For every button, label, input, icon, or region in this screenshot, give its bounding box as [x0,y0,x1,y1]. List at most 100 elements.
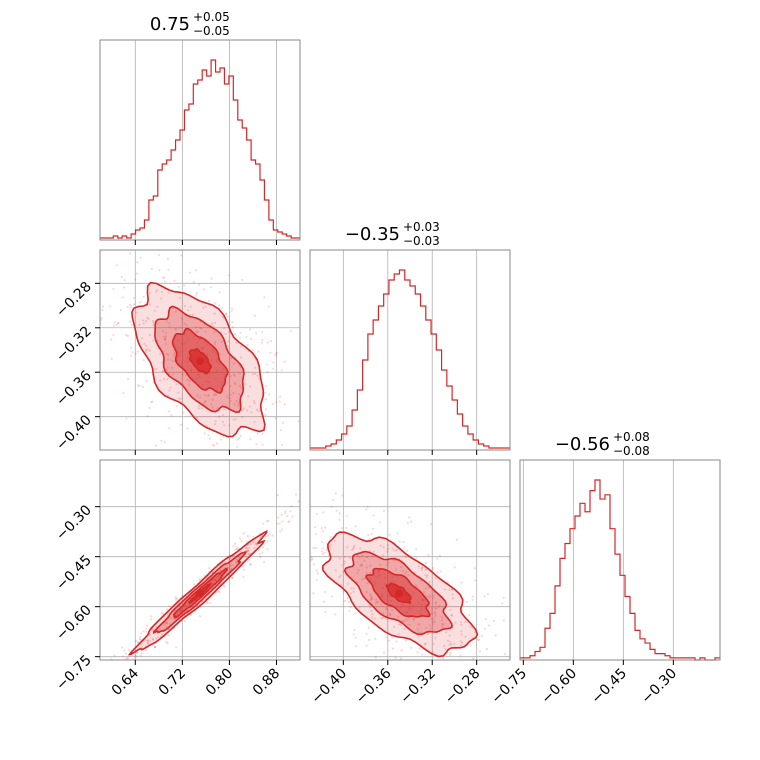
scatter-point [121,646,124,649]
scatter-point [410,646,413,649]
scatter-point [254,366,257,369]
scatter-point [174,310,177,313]
scatter-point [432,594,435,597]
scatter-point [420,631,423,634]
title-plus-error: +0.08 [613,430,650,444]
scatter-point [138,635,141,638]
scatter-point [257,350,260,353]
scatter-point [440,701,442,703]
scatter-point [254,542,258,545]
scatter-point [388,613,392,616]
scatter-point [231,576,234,580]
scatter-point [154,646,157,649]
scatter-point [75,704,77,706]
scatter-point [263,560,266,563]
scatter-point [413,571,417,574]
scatter-point [343,555,346,559]
scatter-point [230,309,233,313]
scatter-point [238,336,241,339]
scatter-point [434,614,437,618]
scatter-point [185,324,188,327]
scatter-point [178,296,181,299]
scatter-point [424,568,427,572]
scatter-point [379,521,382,524]
scatter-point [441,623,444,626]
scatter-point [122,391,125,395]
scatter-point [186,427,189,430]
scatter-point [303,494,305,496]
scatter-point [303,501,305,503]
scatter-point [140,632,143,635]
scatter-point [269,522,271,524]
scatter-point [152,323,155,327]
scatter-point [168,389,171,392]
scatter-point [166,394,170,397]
scatter-point [208,437,212,440]
scatter-point [152,339,155,342]
marginal-histogram-1 [100,59,300,239]
x-tick-label: −0.32 [397,666,439,708]
scatter-point [170,617,173,620]
scatter-point [258,552,261,555]
scatter-point [397,633,400,636]
scatter-point [388,533,391,536]
scatter-point [261,551,264,554]
scatter-point [391,636,394,639]
scatter-point [150,628,154,631]
scatter-point [454,621,457,624]
scatter-point [220,340,224,343]
title-plus-error: +0.03 [403,220,440,234]
scatter-point [425,576,428,579]
scatter-point [400,649,403,652]
scatter-point [133,655,136,658]
scatter-frame-1-3 [99,459,301,661]
scatter-point [305,623,307,625]
scatter-point [430,617,433,621]
scatter-point [390,608,394,612]
scatter-point [180,317,183,320]
scatter-point [232,545,235,548]
scatter-point [241,409,244,412]
scatter-point [371,555,374,558]
scatter-point [368,606,372,609]
scatter-point [227,566,230,569]
scatter-point [231,556,234,559]
scatter-point [283,453,285,455]
scatter-point [221,413,225,417]
scatter-point [279,511,281,513]
scatter-point [320,550,324,553]
scatter-point [213,394,216,397]
y-tick-label: −0.36 [53,368,95,410]
scatter-point [223,424,226,427]
scatter-point [348,609,351,613]
scatter-point [486,592,489,596]
scatter-point [161,370,165,373]
marginal-title-3: −0.56 [555,434,610,455]
scatter-point [165,369,169,372]
scatter-point [431,566,434,569]
scatter-point [416,651,419,654]
scatter-point [356,554,359,557]
scatter-point [330,505,333,509]
scatter-point [130,346,133,350]
scatter-point [352,633,355,636]
scatter-point [325,548,328,551]
scatter-point [432,620,435,623]
scatter-point [306,547,308,549]
scatter-point [391,662,393,664]
scatter-point [429,523,433,526]
scatter-point [407,574,410,577]
scatter-point [404,556,407,559]
scatter-point [242,515,244,517]
scatter-point [163,335,166,338]
scatter-point [441,618,444,622]
scatter-point [291,536,293,538]
scatter-point [265,520,269,523]
scatter-point [478,650,482,653]
scatter-point [91,696,93,698]
scatter-point [231,321,234,324]
scatter-point [240,386,243,390]
scatter-point [167,353,170,356]
scatter-point [196,330,199,333]
scatter-point [219,569,222,572]
